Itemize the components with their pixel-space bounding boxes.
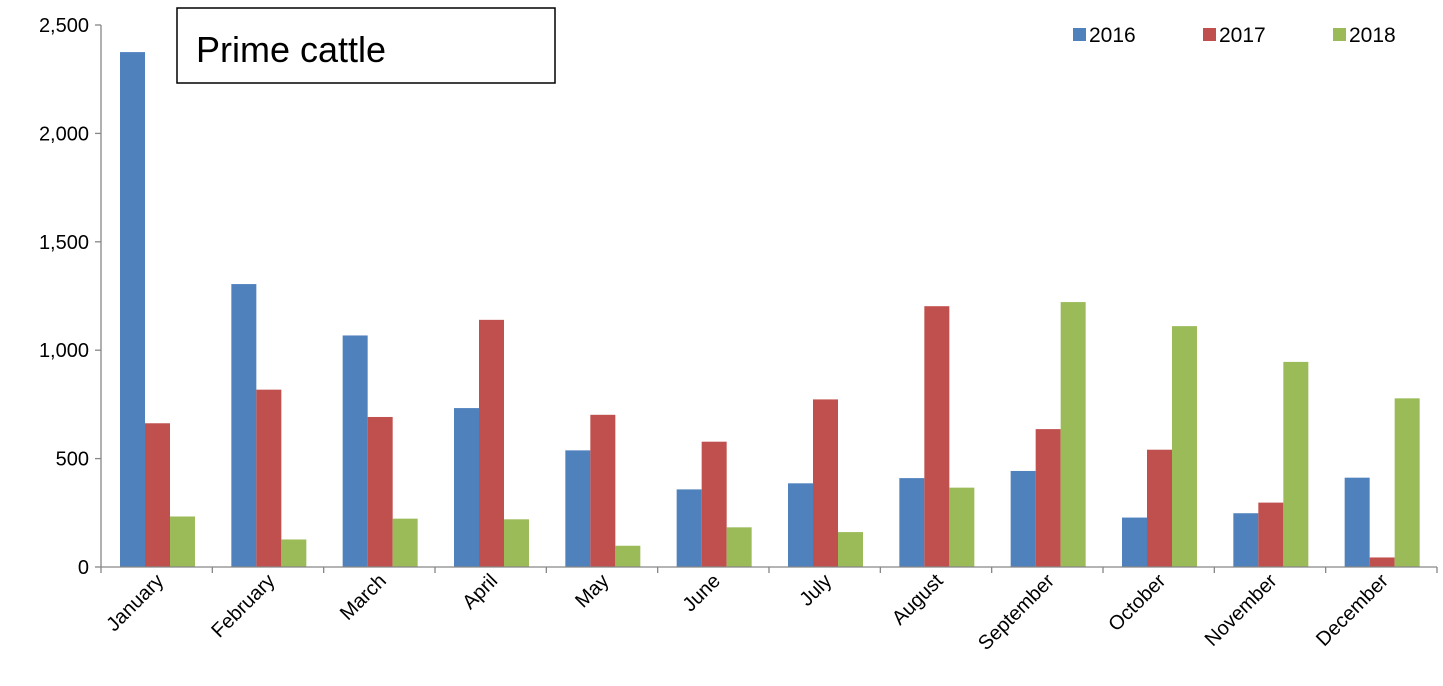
bar-2018-october	[1172, 326, 1197, 567]
bar-2017-april	[479, 319, 504, 567]
bar-2016-may	[565, 450, 591, 567]
bar-2017-may	[590, 414, 616, 567]
bar-2016-april	[454, 408, 479, 567]
legend-swatch-2017	[1203, 28, 1216, 41]
x-tick-label: May	[571, 570, 613, 612]
x-tick-label: February	[207, 570, 279, 642]
legend-label-2018: 2018	[1349, 24, 1396, 47]
x-tick-label: December	[1312, 570, 1393, 651]
bar-2018-march	[392, 518, 418, 567]
x-tick-label: November	[1201, 570, 1282, 651]
bar-2017-june	[701, 441, 727, 567]
bar-2018-december	[1394, 398, 1420, 567]
bar-2017-march	[367, 416, 393, 567]
bar-2018-july	[838, 532, 863, 567]
bar-2016-december	[1344, 477, 1370, 567]
bars-layer	[120, 52, 1420, 568]
bar-2018-june	[726, 527, 752, 567]
y-tick-label: 500	[56, 449, 89, 471]
x-tick-label: April	[458, 570, 502, 614]
x-tick-label: September	[974, 570, 1059, 655]
x-tick-label: June	[679, 570, 725, 616]
axes-layer	[95, 24, 1438, 573]
bar-2017-september	[1035, 429, 1061, 567]
bar-2018-april	[504, 519, 529, 567]
bar-2017-february	[256, 389, 282, 567]
bar-2016-august	[899, 478, 925, 567]
bar-2018-february	[281, 539, 307, 567]
x-tick-label: July	[795, 570, 836, 611]
y-tick-label: 0	[78, 557, 89, 579]
x-tick-label: January	[102, 570, 168, 636]
bar-2018-may	[615, 545, 641, 567]
x-tick-label: August	[888, 570, 948, 630]
chart-title: Prime cattle	[196, 29, 386, 70]
legend-label-2017: 2017	[1219, 24, 1266, 47]
bar-2018-september	[1060, 302, 1086, 567]
bar-2016-june	[676, 489, 702, 567]
bar-2016-july	[788, 483, 813, 567]
bar-2018-november	[1283, 361, 1309, 567]
y-tick-label: 1,000	[39, 340, 89, 362]
bar-2016-january	[120, 52, 145, 568]
chart-title-box: Prime cattle	[176, 7, 556, 84]
x-tick-label: March	[336, 570, 391, 625]
bar-2017-december	[1369, 557, 1395, 567]
bar-2017-november	[1258, 502, 1284, 567]
legend: 2016 2017 2018	[1073, 24, 1396, 47]
bar-2017-august	[924, 306, 950, 567]
y-tick-label: 1,500	[39, 232, 89, 254]
legend-swatch-2018	[1333, 28, 1346, 41]
y-tick-label: 2,500	[39, 15, 89, 37]
bar-2016-september	[1010, 470, 1036, 567]
y-tick-label: 2,000	[39, 123, 89, 145]
x-tick-label: October	[1104, 570, 1170, 636]
bar-2017-january	[145, 423, 170, 567]
bar-2016-october	[1122, 517, 1147, 567]
legend-swatch-2016	[1073, 28, 1086, 41]
bar-2018-january	[170, 516, 195, 567]
bar-2018-august	[949, 487, 975, 567]
legend-label-2016: 2016	[1089, 24, 1136, 47]
bar-2017-october	[1147, 449, 1172, 567]
bar-2017-july	[813, 399, 838, 567]
bar-2016-march	[342, 335, 368, 567]
bar-2016-february	[231, 284, 257, 567]
bar-2016-november	[1233, 513, 1259, 567]
